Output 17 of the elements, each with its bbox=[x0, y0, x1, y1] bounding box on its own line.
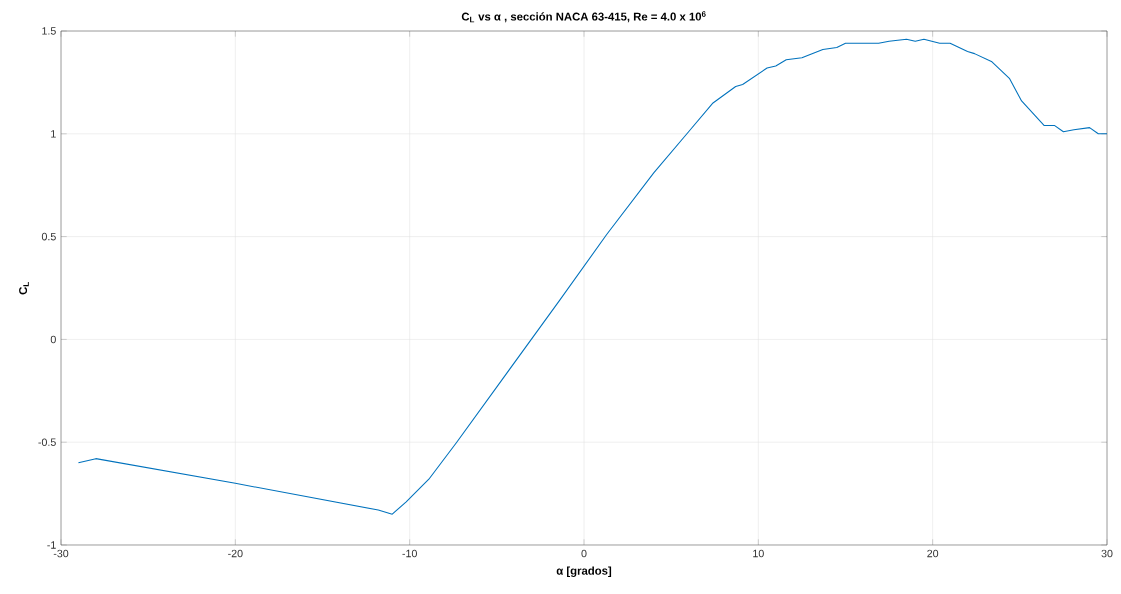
x-tick-label: 30 bbox=[1101, 549, 1113, 558]
y-tick-label: 0.5 bbox=[41, 232, 56, 241]
x-tick-label: -30 bbox=[53, 549, 69, 558]
x-tick-label: 20 bbox=[927, 549, 939, 558]
y-tick-label: -1 bbox=[47, 541, 56, 549]
x-tick-label: 10 bbox=[753, 549, 764, 558]
chart-title: C$_{L}$ vs α , sección NACA 63-415, Re = 4.0 x 10$^{6}$ bbox=[461, 11, 706, 23]
x-axis-title: α [grados] bbox=[556, 566, 612, 578]
x-tick-label: 0 bbox=[581, 549, 587, 558]
y-tick-label: 1 bbox=[51, 130, 56, 138]
y-tick-label: -0.5 bbox=[38, 438, 56, 446]
y-axis-title: C$_{L}$ bbox=[19, 282, 29, 295]
y-tick-label: 0 bbox=[50, 335, 56, 344]
y-tick-label: 1.5 bbox=[42, 27, 56, 35]
x-tick-label: -20 bbox=[228, 549, 243, 558]
x-tick-label: -10 bbox=[402, 549, 417, 558]
line-series bbox=[77, 38, 1107, 515]
